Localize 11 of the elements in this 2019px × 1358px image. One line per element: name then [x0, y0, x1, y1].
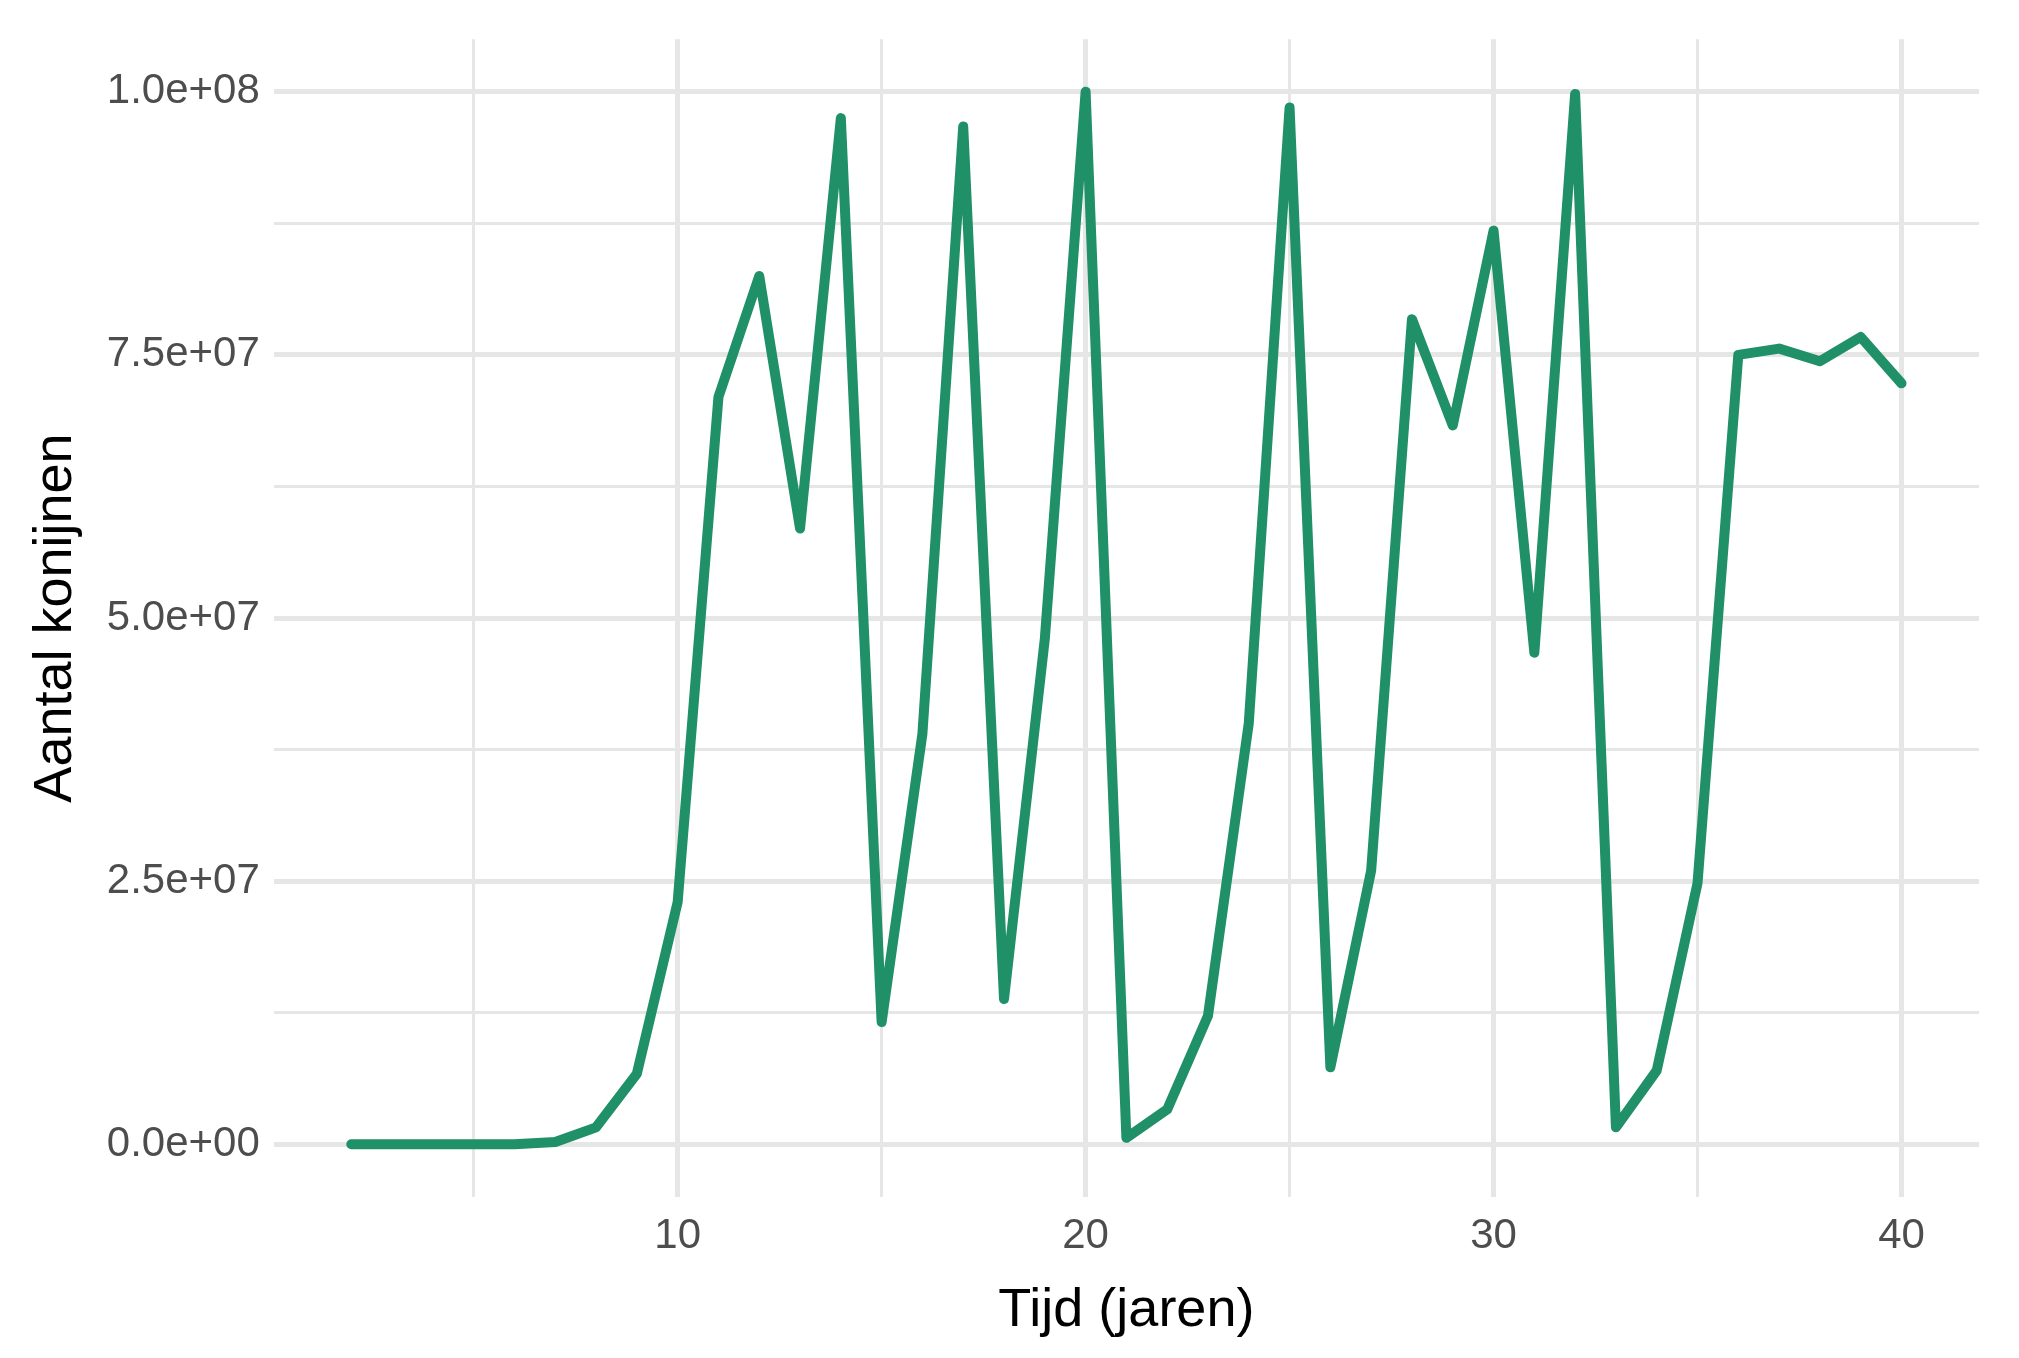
y-tick-label: 7.5e+07 — [106, 328, 260, 376]
y-tick-label: 2.5e+07 — [106, 854, 260, 902]
y-tick-label: 1.0e+08 — [106, 65, 260, 113]
y-tick-label: 5.0e+07 — [106, 591, 260, 639]
x-tick-label: 40 — [1878, 1209, 1925, 1257]
y-tick-label: 0.0e+00 — [106, 1117, 260, 1165]
y-axis-title: Aantal konijnen — [22, 433, 83, 803]
x-tick-label: 10 — [654, 1209, 702, 1257]
x-axis-title: Tijd (jaren) — [998, 1277, 1255, 1338]
x-tick-label: 30 — [1470, 1209, 1517, 1257]
x-tick-label: 20 — [1062, 1209, 1109, 1257]
